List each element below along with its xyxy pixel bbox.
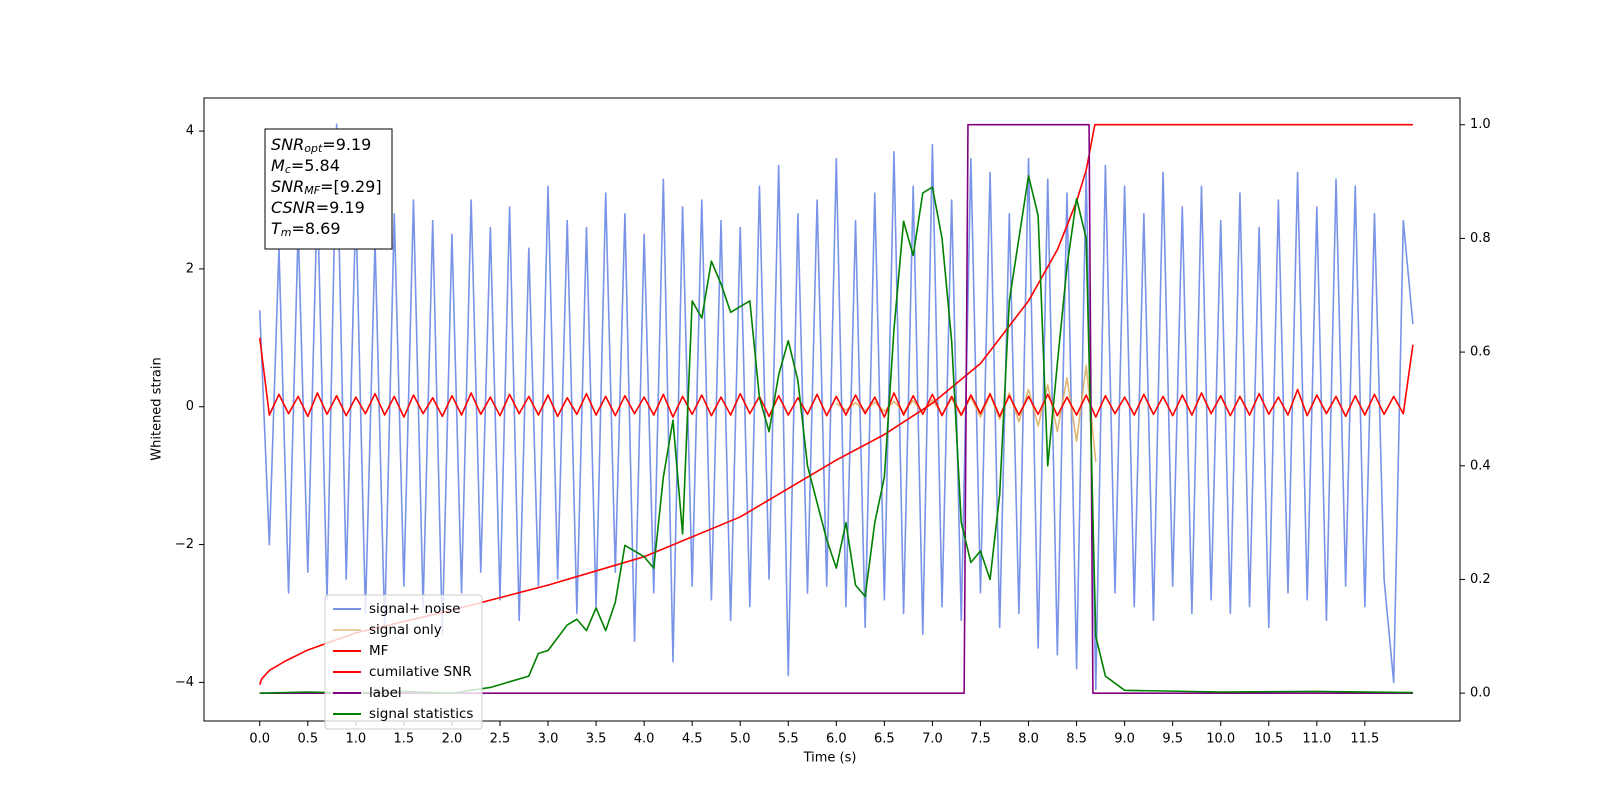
- y-tick-label: −4: [175, 675, 194, 690]
- annotation-value: =8.69: [292, 219, 341, 238]
- annotation-name: CSNR: [271, 198, 316, 217]
- annotation-sub: c: [285, 163, 291, 176]
- annotation-name: SNR: [271, 135, 304, 154]
- legend-label: signal statistics: [369, 706, 473, 722]
- x-tick-label: 5.5: [778, 732, 799, 747]
- annotation-sub: MF: [304, 184, 320, 197]
- ticks: 0.0 0.5 1.0 1.5 2.0 2.5 3.0 3.5 4.0 4.5 5.0 5.5 6.0 6…: [175, 117, 1491, 746]
- annotation-sub: m: [281, 226, 292, 239]
- y-axis-label: Whitened strain: [150, 357, 165, 460]
- annotation-value: =[9.29]: [320, 177, 382, 196]
- y2-tick-label: 0.8: [1470, 231, 1491, 246]
- legend-label: signal only: [369, 622, 442, 638]
- annotation-box: SNRopt=9.19Mc=5.84SNRMF=[9.29]CSNR=9.19T…: [264, 128, 393, 250]
- legend-label: cumilative SNR: [369, 664, 472, 680]
- annotation-value: =9.19: [322, 135, 371, 154]
- x-tick-label: 4.5: [682, 732, 703, 747]
- x-tick-label: 0.0: [249, 732, 270, 747]
- x-tick-label: 10.0: [1206, 732, 1235, 747]
- annotation: SNRopt=9.19: [271, 135, 371, 156]
- annotation: SNRMF=[9.29]: [271, 177, 382, 198]
- x-tick-label: 1.0: [345, 732, 366, 747]
- x-tick-label: 2.5: [490, 732, 511, 747]
- legend: signal+ noise signal only MF cumilative SNR…: [324, 594, 483, 730]
- x-tick-label: 9.5: [1162, 732, 1183, 747]
- x-tick-label: 3.5: [586, 732, 607, 747]
- series-line: [258, 123, 1413, 685]
- x-tick-label: 2.0: [442, 732, 463, 747]
- y-tick-label: 0: [186, 399, 194, 414]
- y-tick-label: −2: [175, 537, 194, 552]
- x-tick-label: 8.5: [1066, 732, 1087, 747]
- annotation: Mc=5.84: [271, 156, 340, 177]
- annotation: Tm=8.69: [271, 219, 341, 240]
- annotation: CSNR=9.19: [271, 198, 365, 217]
- x-tick-label: 9.0: [1114, 732, 1135, 747]
- series-line: [259, 123, 1413, 694]
- x-tick-label: 7.0: [922, 732, 943, 747]
- annotation-value: =5.84: [291, 156, 340, 175]
- plot-frame: [203, 97, 1461, 722]
- annotation-name: T: [271, 219, 282, 238]
- legend-frame: [324, 594, 483, 730]
- x-tick-label: 8.0: [1018, 732, 1039, 747]
- annotation-value: =9.19: [316, 198, 365, 217]
- x-tick-label: 11.5: [1350, 732, 1379, 747]
- y2-tick-label: 0.0: [1470, 686, 1491, 701]
- y2-tick-label: 0.2: [1470, 572, 1491, 587]
- annotation-frame: [264, 128, 393, 250]
- y2-tick-label: 0.6: [1470, 345, 1491, 360]
- x-tick-label: 1.5: [394, 732, 415, 747]
- x-tick-label: 11.0: [1302, 732, 1331, 747]
- x-tick-label: 5.0: [730, 732, 751, 747]
- y-tick-label: 2: [186, 261, 194, 276]
- series-line: [259, 175, 1413, 694]
- series-line: [258, 337, 1414, 418]
- annotation-name: SNR: [271, 177, 304, 196]
- plot-area: [258, 123, 1414, 694]
- x-tick-label: 10.5: [1254, 732, 1283, 747]
- x-tick-label: 3.0: [538, 732, 559, 747]
- series-line: [258, 123, 1414, 691]
- y2-tick-label: 1.0: [1470, 117, 1491, 132]
- x-tick-label: 0.5: [297, 732, 318, 747]
- legend-label: label: [369, 685, 402, 701]
- y-tick-label: 4: [186, 124, 194, 139]
- x-tick-label: 7.5: [970, 732, 991, 747]
- y2-tick-label: 0.4: [1470, 458, 1491, 473]
- x-tick-label: 6.0: [826, 732, 847, 747]
- x-tick-label: 6.5: [874, 732, 895, 747]
- annotation-name: M: [271, 156, 285, 175]
- legend-label: signal+ noise: [369, 601, 460, 617]
- x-axis-label: Time (s): [803, 751, 857, 766]
- legend-label: MF: [369, 643, 388, 659]
- annotation-sub: opt: [304, 142, 323, 155]
- x-tick-label: 4.0: [634, 732, 655, 747]
